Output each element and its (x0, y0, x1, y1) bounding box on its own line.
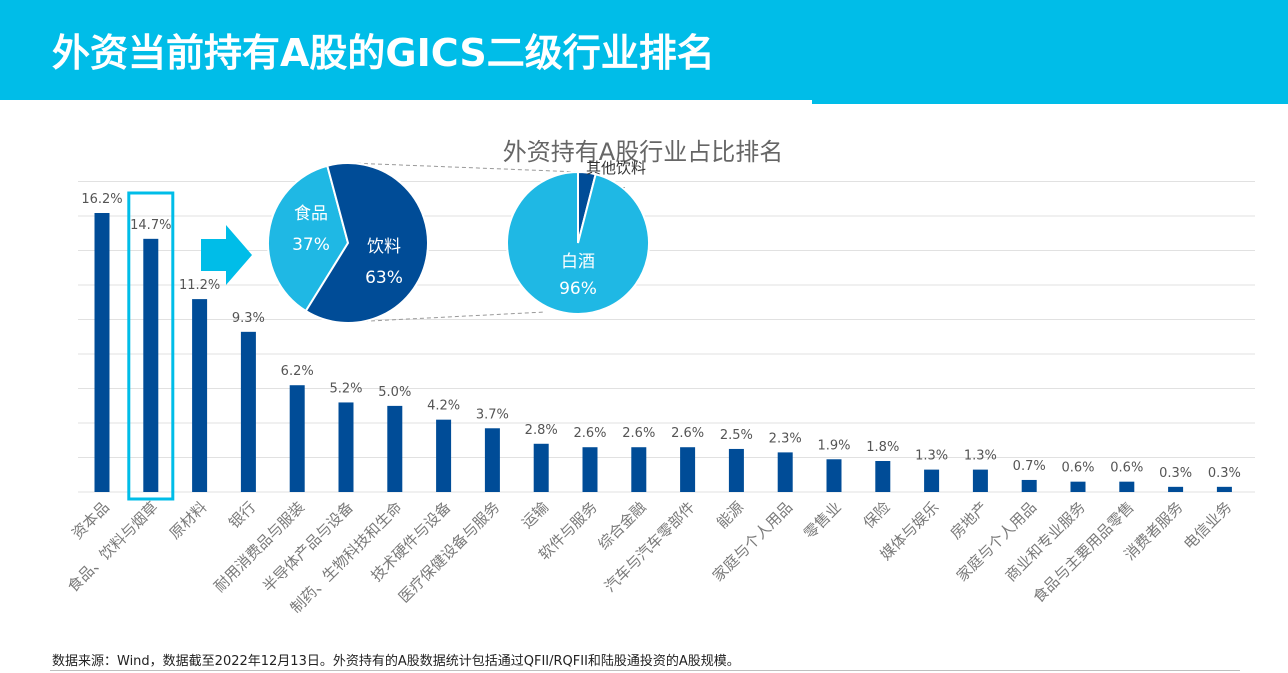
bar (582, 447, 598, 492)
value-label: 0.6% (1061, 461, 1094, 476)
pie-slice (304, 162, 429, 324)
pie-connector-lines (349, 162, 581, 323)
category-label: 零售业 (800, 498, 845, 543)
value-label: 2.5% (720, 428, 753, 443)
value-label: 0.3% (1159, 466, 1192, 481)
bar (875, 461, 891, 492)
value-label: 1.3% (964, 449, 997, 464)
header-bar: 外资当前持有A股的GICS二级行业排名 (0, 0, 1288, 104)
value-label: 1.9% (817, 438, 850, 453)
bar (192, 299, 208, 492)
bar (1070, 481, 1086, 492)
category-label: 房地产 (947, 498, 992, 543)
bar (972, 469, 988, 492)
bar (631, 447, 647, 492)
value-label: 3.7% (476, 407, 509, 422)
bar (1021, 479, 1037, 492)
bar (289, 385, 305, 492)
value-label: 2.3% (769, 431, 802, 446)
bar (240, 331, 256, 492)
pie-food-beverage: 食品 37% 饮料 63% (267, 162, 429, 324)
category-label: 能源 (713, 498, 747, 532)
value-labels: 16.2% 14.7% 11.2% 9.3% 6.2% 5.2% 5.0% 4.2% 3.7% 2… (81, 192, 1241, 481)
arrow-icon (201, 225, 252, 285)
bar (1216, 486, 1232, 492)
value-label: 5.0% (378, 385, 411, 400)
category-label: 汽车与汽车零部件 (601, 498, 699, 596)
category-label: 原材料 (166, 498, 211, 543)
pie-slice-name: 食品 (294, 204, 328, 224)
pie-slice-value: 37% (292, 235, 330, 255)
bar (387, 405, 403, 492)
bar (1119, 481, 1135, 492)
category-label: 半导体产品与设备 (259, 498, 357, 596)
chart-title: 外资持有A股行业占比排名 (503, 138, 783, 166)
bar-series (94, 213, 1232, 492)
bar (484, 428, 500, 492)
value-label: 0.6% (1110, 461, 1143, 476)
value-label: 11.2% (179, 278, 220, 293)
bar (777, 452, 793, 492)
bar (436, 419, 452, 492)
category-label: 食品、饮料与烟草 (64, 498, 162, 596)
value-label: 9.3% (232, 311, 265, 326)
value-label: 0.3% (1208, 466, 1241, 481)
category-label: 资本品 (68, 498, 113, 543)
connector-line (349, 311, 546, 323)
bar (143, 238, 159, 492)
bar (533, 443, 549, 492)
bar (924, 469, 940, 492)
value-label: 6.2% (281, 364, 314, 379)
highlight-box (127, 191, 175, 501)
bar (338, 402, 354, 492)
value-label: 2.8% (525, 423, 558, 438)
value-label: 1.8% (866, 440, 899, 455)
value-label: 1.3% (915, 449, 948, 464)
category-label: 耐用消费品与服装 (210, 498, 308, 596)
pie-slice-name: 饮料 (367, 237, 401, 257)
value-label: 4.2% (427, 399, 460, 414)
footnote: 数据来源：Wind，数据截至2022年12月13日。外资持有的A股数据统计包括通… (52, 654, 740, 669)
pie-slice (506, 170, 650, 315)
value-label: 2.6% (671, 426, 704, 441)
category-label: 电信业务 (1180, 498, 1235, 553)
bar (680, 447, 696, 492)
pie-slice-value: 96% (559, 279, 597, 299)
category-label: 银行 (225, 498, 259, 532)
value-label: 5.2% (329, 381, 362, 396)
connector-line (349, 162, 581, 173)
footnote-divider (50, 670, 1240, 671)
bar (728, 448, 744, 492)
chart-canvas: 外资持有A股行业占比排名 16.2% 14.7% 11.2% 9.3% 6.2% 5.2%… (64, 138, 1255, 617)
value-label: 2.6% (622, 426, 655, 441)
category-label: 运输 (518, 498, 552, 532)
header-notch (0, 100, 812, 104)
value-label: 16.2% (81, 192, 122, 207)
value-label: 14.7% (130, 218, 171, 233)
value-label: 2.6% (573, 426, 606, 441)
bar (826, 459, 842, 492)
page-title: 外资当前持有A股的GICS二级行业排名 (52, 31, 715, 75)
bar (1168, 486, 1184, 492)
category-label: 保险 (860, 498, 894, 532)
bar (94, 213, 110, 492)
value-label: 0.7% (1013, 459, 1046, 474)
pie-slice-value: 63% (365, 268, 403, 288)
header-ribbon (812, 96, 1288, 104)
pie-slice-name: 其他饮料 (586, 159, 646, 177)
pie-slice-name: 白酒 (561, 252, 595, 272)
